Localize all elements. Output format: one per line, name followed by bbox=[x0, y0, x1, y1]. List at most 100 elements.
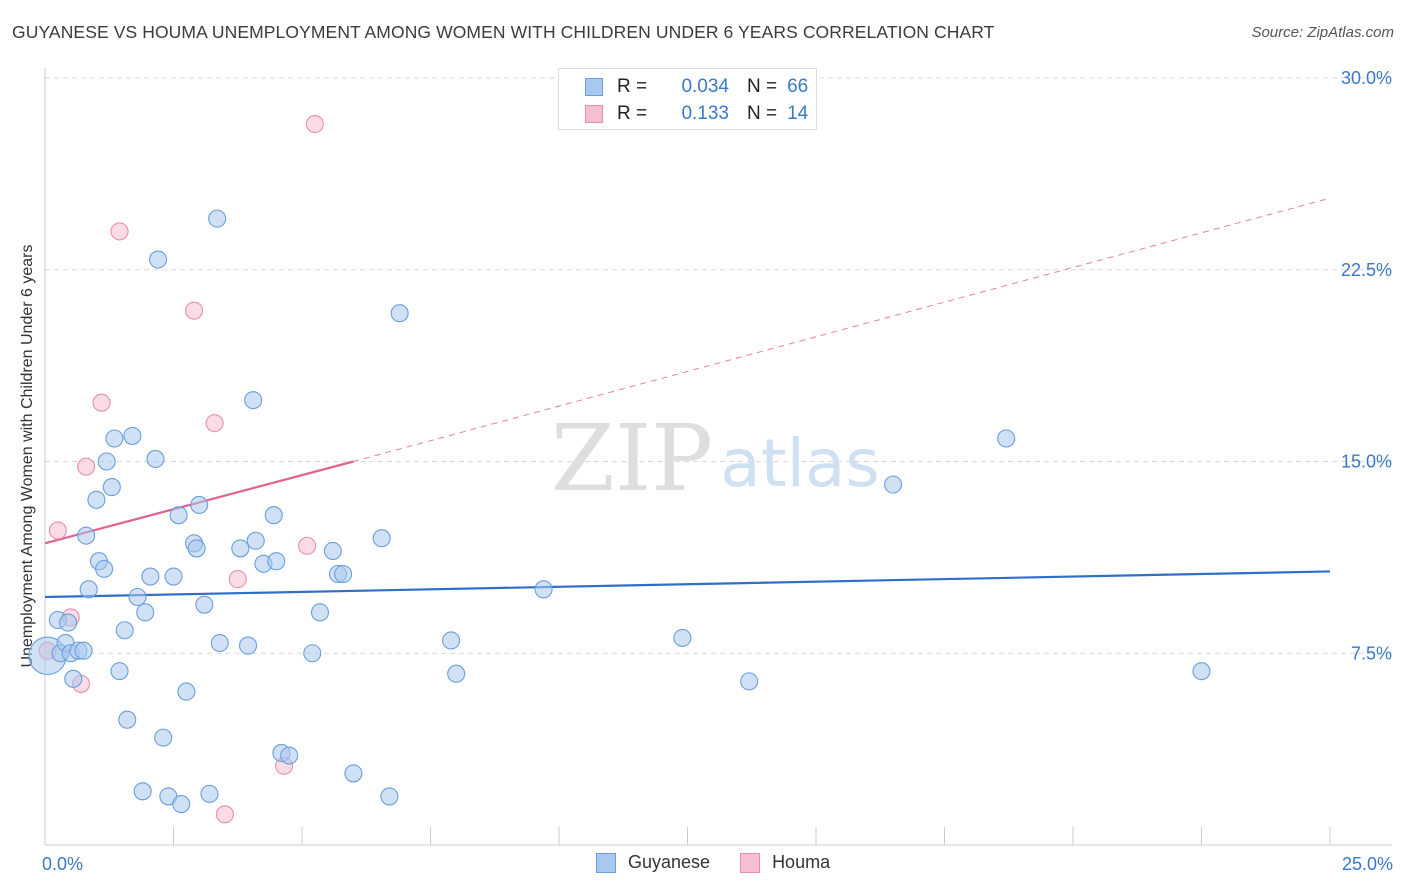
series-legend-houma[interactable]: Houma bbox=[740, 852, 830, 873]
point-guyanese bbox=[169, 506, 188, 525]
point-guyanese bbox=[74, 641, 93, 660]
point-guyanese bbox=[115, 621, 134, 640]
point-guyanese bbox=[231, 539, 250, 558]
point-guyanese bbox=[79, 580, 98, 599]
point-houma bbox=[305, 114, 324, 134]
point-guyanese bbox=[673, 628, 692, 647]
point-houma bbox=[92, 393, 111, 412]
legend-n-label: N = bbox=[747, 103, 778, 124]
point-guyanese bbox=[344, 764, 363, 783]
point-guyanese bbox=[447, 664, 466, 683]
label-layer: 7.5% 15.0% 22.5% 30.0% 0.0% 25.0% bbox=[42, 68, 1393, 874]
point-guyanese bbox=[110, 662, 129, 681]
y-tick-label: 22.5% bbox=[1341, 260, 1392, 280]
point-guyanese bbox=[200, 784, 219, 803]
point-guyanese bbox=[884, 475, 903, 494]
legend-row-houma: R = 0.133 N = 14 bbox=[585, 102, 808, 126]
point-guyanese bbox=[238, 636, 258, 655]
point-guyanese bbox=[187, 539, 206, 558]
series-swatch-houma bbox=[740, 852, 761, 873]
point-guyanese bbox=[59, 613, 78, 632]
point-houma bbox=[110, 222, 129, 241]
point-houma bbox=[215, 805, 234, 824]
trend-layer bbox=[44, 197, 1331, 599]
point-guyanese bbox=[1192, 662, 1211, 681]
y-tick-label: 30.0% bbox=[1341, 68, 1392, 88]
point-guyanese bbox=[154, 728, 173, 747]
legend-n-value: 14 bbox=[787, 103, 809, 124]
point-guyanese bbox=[172, 795, 191, 814]
legend-swatch-guyanese bbox=[585, 78, 603, 96]
point-guyanese bbox=[190, 495, 209, 515]
series-label-guyanese: Guyanese bbox=[628, 852, 711, 872]
point-guyanese bbox=[164, 567, 183, 586]
legend-n-label: N = bbox=[747, 76, 778, 97]
series-legend: Guyanese Houma bbox=[596, 852, 860, 873]
point-guyanese bbox=[136, 603, 155, 622]
trendline-houma-extension bbox=[353, 197, 1331, 462]
point-guyanese bbox=[146, 449, 165, 468]
point-guyanese bbox=[372, 529, 391, 548]
point-guyanese bbox=[195, 595, 214, 614]
point-guyanese bbox=[133, 782, 152, 801]
point-guyanese bbox=[105, 429, 124, 448]
point-guyanese bbox=[102, 478, 121, 497]
x-tick-label: 25.0% bbox=[1342, 854, 1393, 874]
trendline-guyanese bbox=[44, 570, 1331, 599]
point-guyanese bbox=[740, 672, 759, 691]
point-guyanese bbox=[997, 429, 1016, 448]
point-guyanese bbox=[141, 567, 160, 586]
legend-r-label: R = bbox=[617, 103, 648, 124]
watermark-zip: ZIP bbox=[551, 405, 713, 512]
point-guyanese bbox=[390, 304, 409, 323]
chart-title: GUYANESE VS HOUMA UNEMPLOYMENT AMONG WOM… bbox=[12, 22, 995, 42]
legend-swatch-houma bbox=[585, 105, 603, 123]
point-houma bbox=[205, 414, 224, 433]
y-tick-label: 15.0% bbox=[1341, 452, 1392, 472]
point-guyanese bbox=[210, 633, 229, 653]
watermark: ZIP atlas bbox=[551, 405, 880, 512]
point-guyanese bbox=[77, 526, 96, 545]
point-guyanese bbox=[323, 541, 342, 561]
point-guyanese bbox=[97, 452, 116, 471]
point-guyanese bbox=[380, 787, 399, 806]
legend-r-value: 0.133 bbox=[681, 103, 729, 124]
point-guyanese bbox=[118, 710, 137, 729]
series-legend-guyanese[interactable]: Guyanese bbox=[596, 852, 710, 873]
series-swatch-guyanese bbox=[596, 852, 616, 873]
source-label: Source: ZipAtlas.com bbox=[1251, 24, 1394, 41]
watermark-atlas: atlas bbox=[720, 425, 880, 502]
point-layer bbox=[28, 114, 1211, 824]
axis-layer bbox=[44, 68, 1392, 846]
point-guyanese bbox=[280, 746, 299, 765]
point-guyanese bbox=[442, 631, 461, 650]
point-guyanese bbox=[303, 644, 322, 663]
point-guyanese bbox=[64, 669, 83, 688]
legend-r-value: 0.034 bbox=[681, 76, 729, 97]
point-guyanese bbox=[149, 250, 168, 269]
series-label-houma: Houma bbox=[772, 852, 831, 872]
legend-n-value: 66 bbox=[787, 76, 809, 97]
y-tick-label: 7.5% bbox=[1351, 643, 1392, 663]
legend-row-guyanese: R = 0.034 N = 66 bbox=[585, 75, 808, 99]
point-guyanese bbox=[95, 559, 114, 578]
point-guyanese bbox=[177, 682, 196, 701]
point-guyanese bbox=[310, 603, 330, 622]
point-guyanese bbox=[123, 426, 142, 445]
point-guyanese bbox=[128, 587, 147, 607]
point-houma bbox=[228, 570, 247, 589]
point-guyanese bbox=[267, 552, 286, 571]
point-guyanese bbox=[87, 490, 106, 509]
point-guyanese bbox=[264, 506, 283, 525]
grid-layer bbox=[45, 77, 1392, 654]
point-guyanese bbox=[208, 209, 227, 228]
point-houma bbox=[185, 301, 204, 320]
point-guyanese bbox=[246, 531, 265, 550]
legend-r-label: R = bbox=[617, 76, 648, 97]
x-tick-label: 0.0% bbox=[42, 854, 83, 874]
point-houma bbox=[48, 521, 67, 540]
point-guyanese bbox=[244, 391, 263, 410]
point-houma bbox=[77, 457, 96, 476]
point-houma bbox=[298, 536, 317, 555]
